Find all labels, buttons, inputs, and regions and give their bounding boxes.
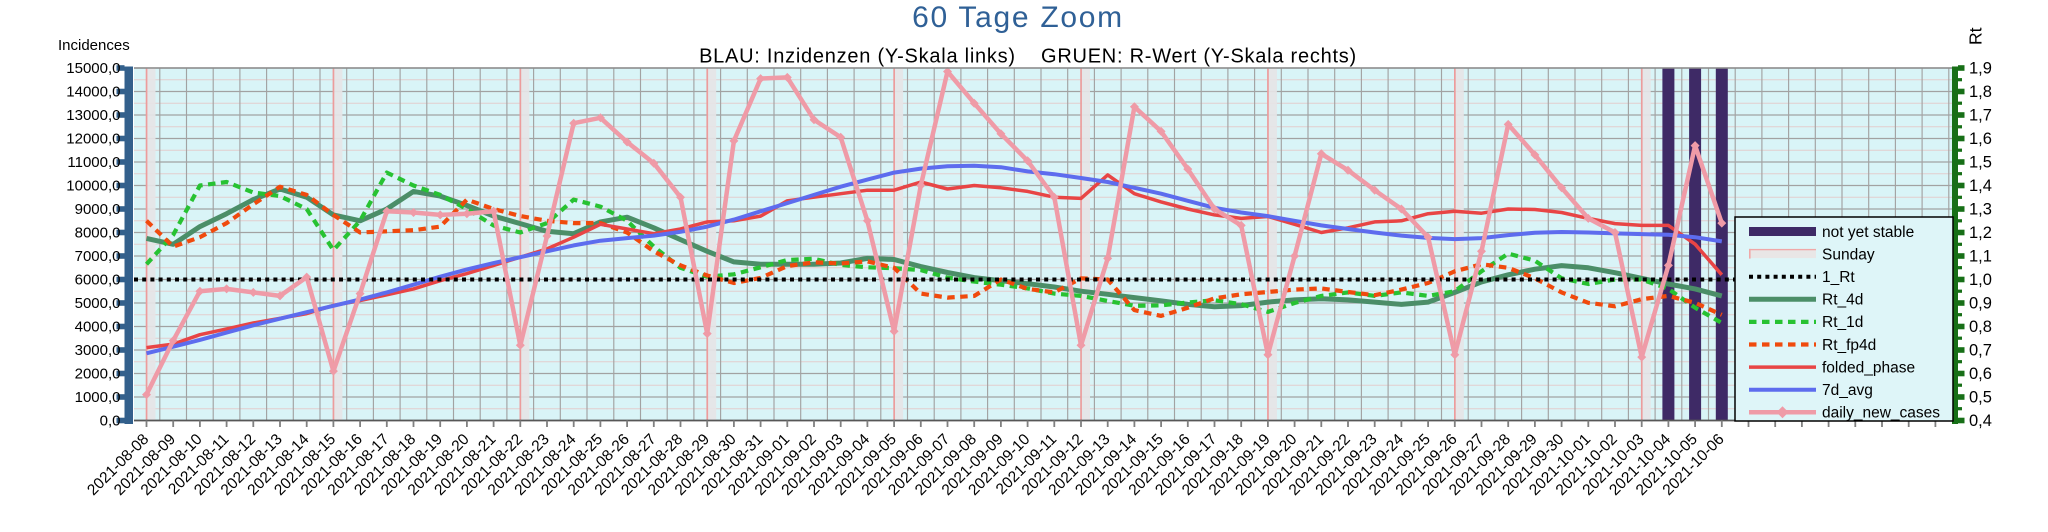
- svg-text:1,9: 1,9: [1969, 60, 1992, 78]
- svg-text:1,1: 1,1: [1969, 248, 1992, 266]
- svg-text:BLAU: Inzidenzen (Y-Skala link: BLAU: Inzidenzen (Y-Skala links) GRUEN: …: [699, 46, 1357, 68]
- svg-text:7000,0: 7000,0: [75, 248, 121, 265]
- svg-text:1000,0: 1000,0: [75, 389, 121, 406]
- svg-text:Rt_4d: Rt_4d: [1822, 292, 1863, 309]
- svg-text:1,3: 1,3: [1969, 201, 1992, 219]
- svg-text:60 Tage Zoom: 60 Tage Zoom: [912, 1, 1124, 34]
- svg-text:6000,0: 6000,0: [75, 272, 121, 289]
- svg-text:0,0: 0,0: [100, 413, 121, 430]
- svg-text:0,4: 0,4: [1969, 412, 1992, 430]
- svg-text:13000,0: 13000,0: [66, 107, 120, 124]
- svg-text:0,6: 0,6: [1969, 365, 1992, 383]
- svg-text:Sunday: Sunday: [1822, 246, 1875, 263]
- svg-text:1,2: 1,2: [1969, 224, 1992, 242]
- svg-text:10000,0: 10000,0: [66, 178, 120, 195]
- svg-text:12000,0: 12000,0: [66, 131, 120, 148]
- svg-text:daily_new_cases: daily_new_cases: [1822, 405, 1940, 422]
- svg-text:Rt: Rt: [1966, 27, 1986, 45]
- svg-text:Rt_fp4d: Rt_fp4d: [1822, 337, 1876, 354]
- svg-text:14000,0: 14000,0: [66, 84, 120, 101]
- svg-text:1,0: 1,0: [1969, 271, 1992, 289]
- svg-text:15000,0: 15000,0: [66, 60, 120, 77]
- svg-text:Rt_1d: Rt_1d: [1822, 314, 1863, 331]
- svg-text:0,7: 0,7: [1969, 342, 1992, 360]
- svg-text:2000,0: 2000,0: [75, 366, 121, 383]
- svg-text:Incidences: Incidences: [58, 37, 130, 54]
- svg-text:not yet stable: not yet stable: [1822, 224, 1914, 241]
- svg-text:7d_avg: 7d_avg: [1822, 382, 1873, 399]
- svg-text:0,5: 0,5: [1969, 389, 1992, 407]
- svg-text:5000,0: 5000,0: [75, 295, 121, 312]
- svg-text:11000,0: 11000,0: [67, 154, 120, 171]
- svg-text:3000,0: 3000,0: [75, 342, 121, 359]
- svg-text:1,7: 1,7: [1969, 107, 1992, 125]
- svg-text:9000,0: 9000,0: [75, 201, 121, 218]
- svg-text:8000,0: 8000,0: [75, 225, 121, 242]
- svg-text:1,4: 1,4: [1969, 177, 1992, 195]
- svg-text:1,5: 1,5: [1969, 154, 1992, 172]
- svg-text:folded_phase: folded_phase: [1822, 359, 1915, 376]
- svg-text:4000,0: 4000,0: [75, 319, 121, 336]
- svg-text:0,9: 0,9: [1969, 295, 1992, 313]
- svg-text:1,6: 1,6: [1969, 130, 1992, 148]
- svg-text:1,8: 1,8: [1969, 83, 1992, 101]
- svg-text:1_Rt: 1_Rt: [1822, 269, 1855, 286]
- svg-text:0,8: 0,8: [1969, 318, 1992, 336]
